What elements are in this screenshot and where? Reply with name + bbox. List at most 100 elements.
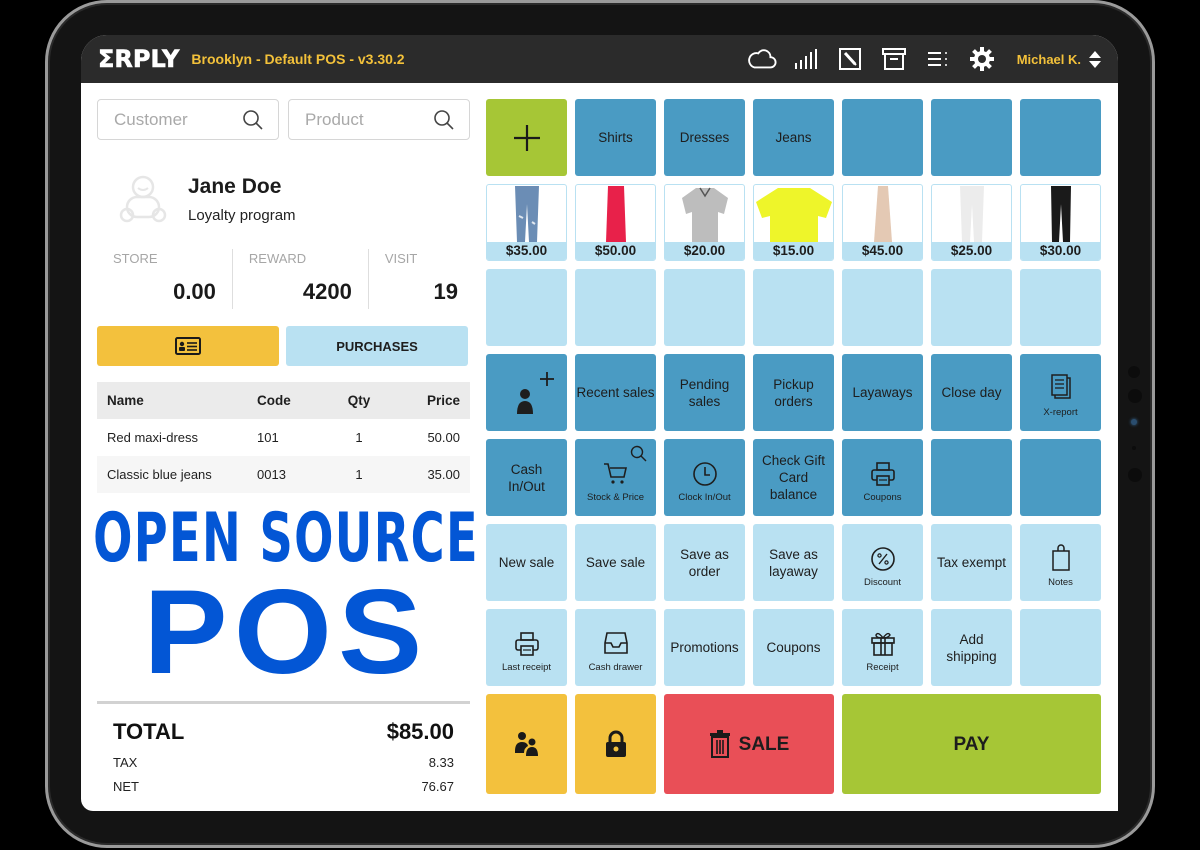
product-red-maxi-dress[interactable]: $50.00 [575,184,656,261]
empty-slot[interactable] [486,269,567,346]
empty-slot[interactable] [1020,609,1101,686]
close-day-button[interactable]: Close day [931,354,1012,431]
clock-in-out-button[interactable]: Clock In/Out [664,439,745,516]
sensor-dot [1128,468,1142,482]
store-title: Brooklyn - Default POS - v3.30.2 [191,51,405,67]
empty-slot[interactable] [753,269,834,346]
signal-icon[interactable] [791,44,821,74]
category-dresses[interactable]: Dresses [664,99,745,176]
check-gift-card-label: Check Gift Card balance [761,453,826,502]
gift-receipt-button[interactable]: Receipt [842,609,923,686]
stat-store: STORE 0.00 [97,249,232,309]
new-sale-button[interactable]: New sale [486,524,567,601]
promo-line-2: POS [143,565,429,699]
coupons-button[interactable]: Coupons [753,609,834,686]
archive-icon[interactable] [879,44,909,74]
lock-button[interactable] [575,694,656,794]
discount-button[interactable]: Discount [842,524,923,601]
col-qty: Qty [347,393,371,408]
stat-value: 0.00 [173,279,216,304]
cart-row[interactable]: Red maxi-dress 101 1 50.00 [97,419,470,456]
tax-exempt-button[interactable]: Tax exempt [931,524,1012,601]
customer-search[interactable] [97,99,279,140]
search-icon[interactable] [242,109,264,131]
coupons-print-button[interactable]: Coupons [842,439,923,516]
user-switch-icon[interactable] [1089,50,1101,68]
gear-icon[interactable] [967,44,997,74]
list-icon[interactable] [923,44,953,74]
customer-name: Jane Doe [188,175,282,198]
add-customer-button[interactable] [486,354,567,431]
category-jeans[interactable]: Jeans [753,99,834,176]
tshirt-image-icon [755,188,832,242]
stock-price-button[interactable]: Stock & Price [575,439,656,516]
save-sale-button[interactable]: Save sale [575,524,656,601]
bag-icon [1051,544,1070,571]
tax-row: TAX 8.33 [97,755,470,770]
empty-slot[interactable] [1020,269,1101,346]
save-as-order-button[interactable]: Save as order [664,524,745,601]
product-yellow-tshirt[interactable]: $15.00 [753,184,834,261]
customers-button[interactable] [486,694,567,794]
edit-icon[interactable] [835,44,865,74]
empty-slot[interactable] [842,269,923,346]
printer-icon [514,632,539,656]
customer-card-button[interactable] [97,326,279,366]
cart-body: Red maxi-dress 101 1 50.00 Classic blue … [97,419,470,493]
cart-row[interactable]: Classic blue jeans 0013 1 35.00 [97,456,470,493]
sale-label: SALE [738,733,790,755]
product-search-input[interactable] [305,109,425,130]
category-empty[interactable] [931,99,1012,176]
cash-drawer-button[interactable]: Cash drawer [575,609,656,686]
notes-label: Notes [1048,577,1073,588]
promotions-button[interactable]: Promotions [664,609,745,686]
add-button[interactable] [486,99,567,176]
empty-slot[interactable] [1020,439,1101,516]
product-search[interactable] [288,99,470,140]
last-receipt-label: Last receipt [501,662,552,673]
col-code: Code [257,393,291,408]
cart-table: Name Code Qty Price Red maxi-dress 101 1… [97,382,470,493]
notes-button[interactable]: Notes [1020,524,1101,601]
pending-sales-button[interactable]: Pending sales [664,354,745,431]
empty-slot[interactable] [575,269,656,346]
product-price: $35.00 [487,242,566,260]
item-price: 50.00 [427,430,460,445]
gift-icon [870,632,895,656]
customer-search-input[interactable] [114,109,234,130]
product-grey-polo[interactable]: $20.00 [664,184,745,261]
save-as-layaway-button[interactable]: Save as layaway [753,524,834,601]
purchases-button[interactable]: PURCHASES [286,326,468,366]
product-black-pants[interactable]: $30.00 [1020,184,1101,261]
cloud-icon[interactable] [747,44,777,74]
cash-in-out-button[interactable]: Cash In/Out [486,439,567,516]
delete-sale-button[interactable]: SALE [664,694,834,794]
last-receipt-button[interactable]: Last receipt [486,609,567,686]
search-icon [630,445,647,462]
empty-slot[interactable] [931,269,1012,346]
save-as-layaway-label: Save as layaway [769,546,818,579]
category-shirts[interactable]: Shirts [575,99,656,176]
discount-label: Discount [864,577,901,588]
recent-sales-button[interactable]: Recent sales [575,354,656,431]
product-beige-dress[interactable]: $45.00 [842,184,923,261]
search-icon[interactable] [433,109,455,131]
user-name[interactable]: Michael K. [1016,51,1081,67]
product-white-pants[interactable]: $25.00 [931,184,1012,261]
item-code: 101 [257,430,279,445]
add-shipping-button[interactable]: Add shipping [931,609,1012,686]
pay-button[interactable]: PAY [842,694,1101,794]
stat-reward: REWARD 4200 [231,249,368,309]
pickup-orders-button[interactable]: Pickup orders [753,354,834,431]
x-report-button[interactable]: X-report [1020,354,1101,431]
customer-card[interactable]: Jane Doe Loyalty program [97,169,470,229]
check-gift-card-button[interactable]: Check Gift Card balance [753,439,834,516]
net-value: 76.67 [421,779,454,794]
empty-slot[interactable] [931,439,1012,516]
product-price: $50.00 [576,242,655,260]
category-empty[interactable] [1020,99,1101,176]
product-ripped-jeans[interactable]: $35.00 [486,184,567,261]
layaways-button[interactable]: Layaways [842,354,923,431]
empty-slot[interactable] [664,269,745,346]
category-empty[interactable] [842,99,923,176]
